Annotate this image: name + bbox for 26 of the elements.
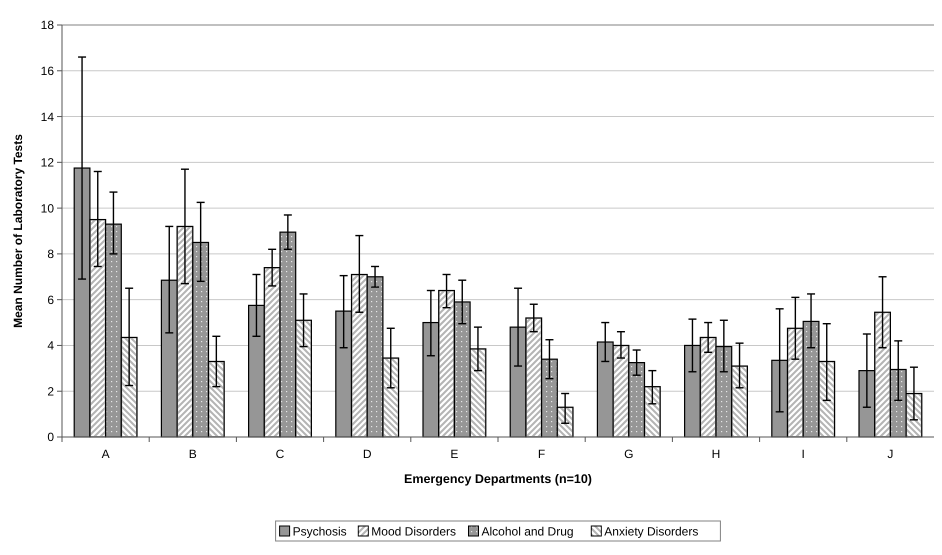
x-tick-label: A bbox=[102, 447, 110, 461]
x-tick-label: I bbox=[802, 447, 805, 461]
y-tick-label: 8 bbox=[47, 247, 54, 262]
y-tick-label: 14 bbox=[40, 110, 54, 124]
y-tick-label: 2 bbox=[47, 384, 54, 398]
y-tick-label: 16 bbox=[40, 64, 54, 78]
y-tick-label: 10 bbox=[40, 201, 54, 216]
legend-label: Alcohol and Drug bbox=[482, 524, 574, 538]
y-tick-label: 4 bbox=[47, 338, 54, 353]
x-tick-label: G bbox=[624, 447, 634, 461]
y-axis-title: Mean Number of Laboratory Tests bbox=[11, 134, 25, 328]
x-tick-label: E bbox=[450, 447, 458, 461]
y-tick-label: 18 bbox=[40, 18, 54, 32]
x-tick-label: D bbox=[362, 447, 372, 461]
legend-label: Mood Disorders bbox=[371, 524, 456, 538]
legend-label: Anxiety Disorders bbox=[604, 524, 698, 538]
x-tick-label: B bbox=[188, 447, 197, 461]
x-tick-label: F bbox=[538, 447, 546, 461]
x-tick-label: J bbox=[887, 447, 894, 461]
legend-label: Psychosis bbox=[292, 524, 347, 538]
x-tick-label: C bbox=[276, 447, 285, 461]
y-tick-label: 6 bbox=[47, 292, 54, 307]
y-tick-label: 0 bbox=[47, 430, 54, 444]
x-tick-label: H bbox=[712, 447, 720, 461]
y-tick-label: 12 bbox=[40, 156, 54, 170]
x-axis-title: Emergency Departments (n=10) bbox=[404, 472, 592, 486]
